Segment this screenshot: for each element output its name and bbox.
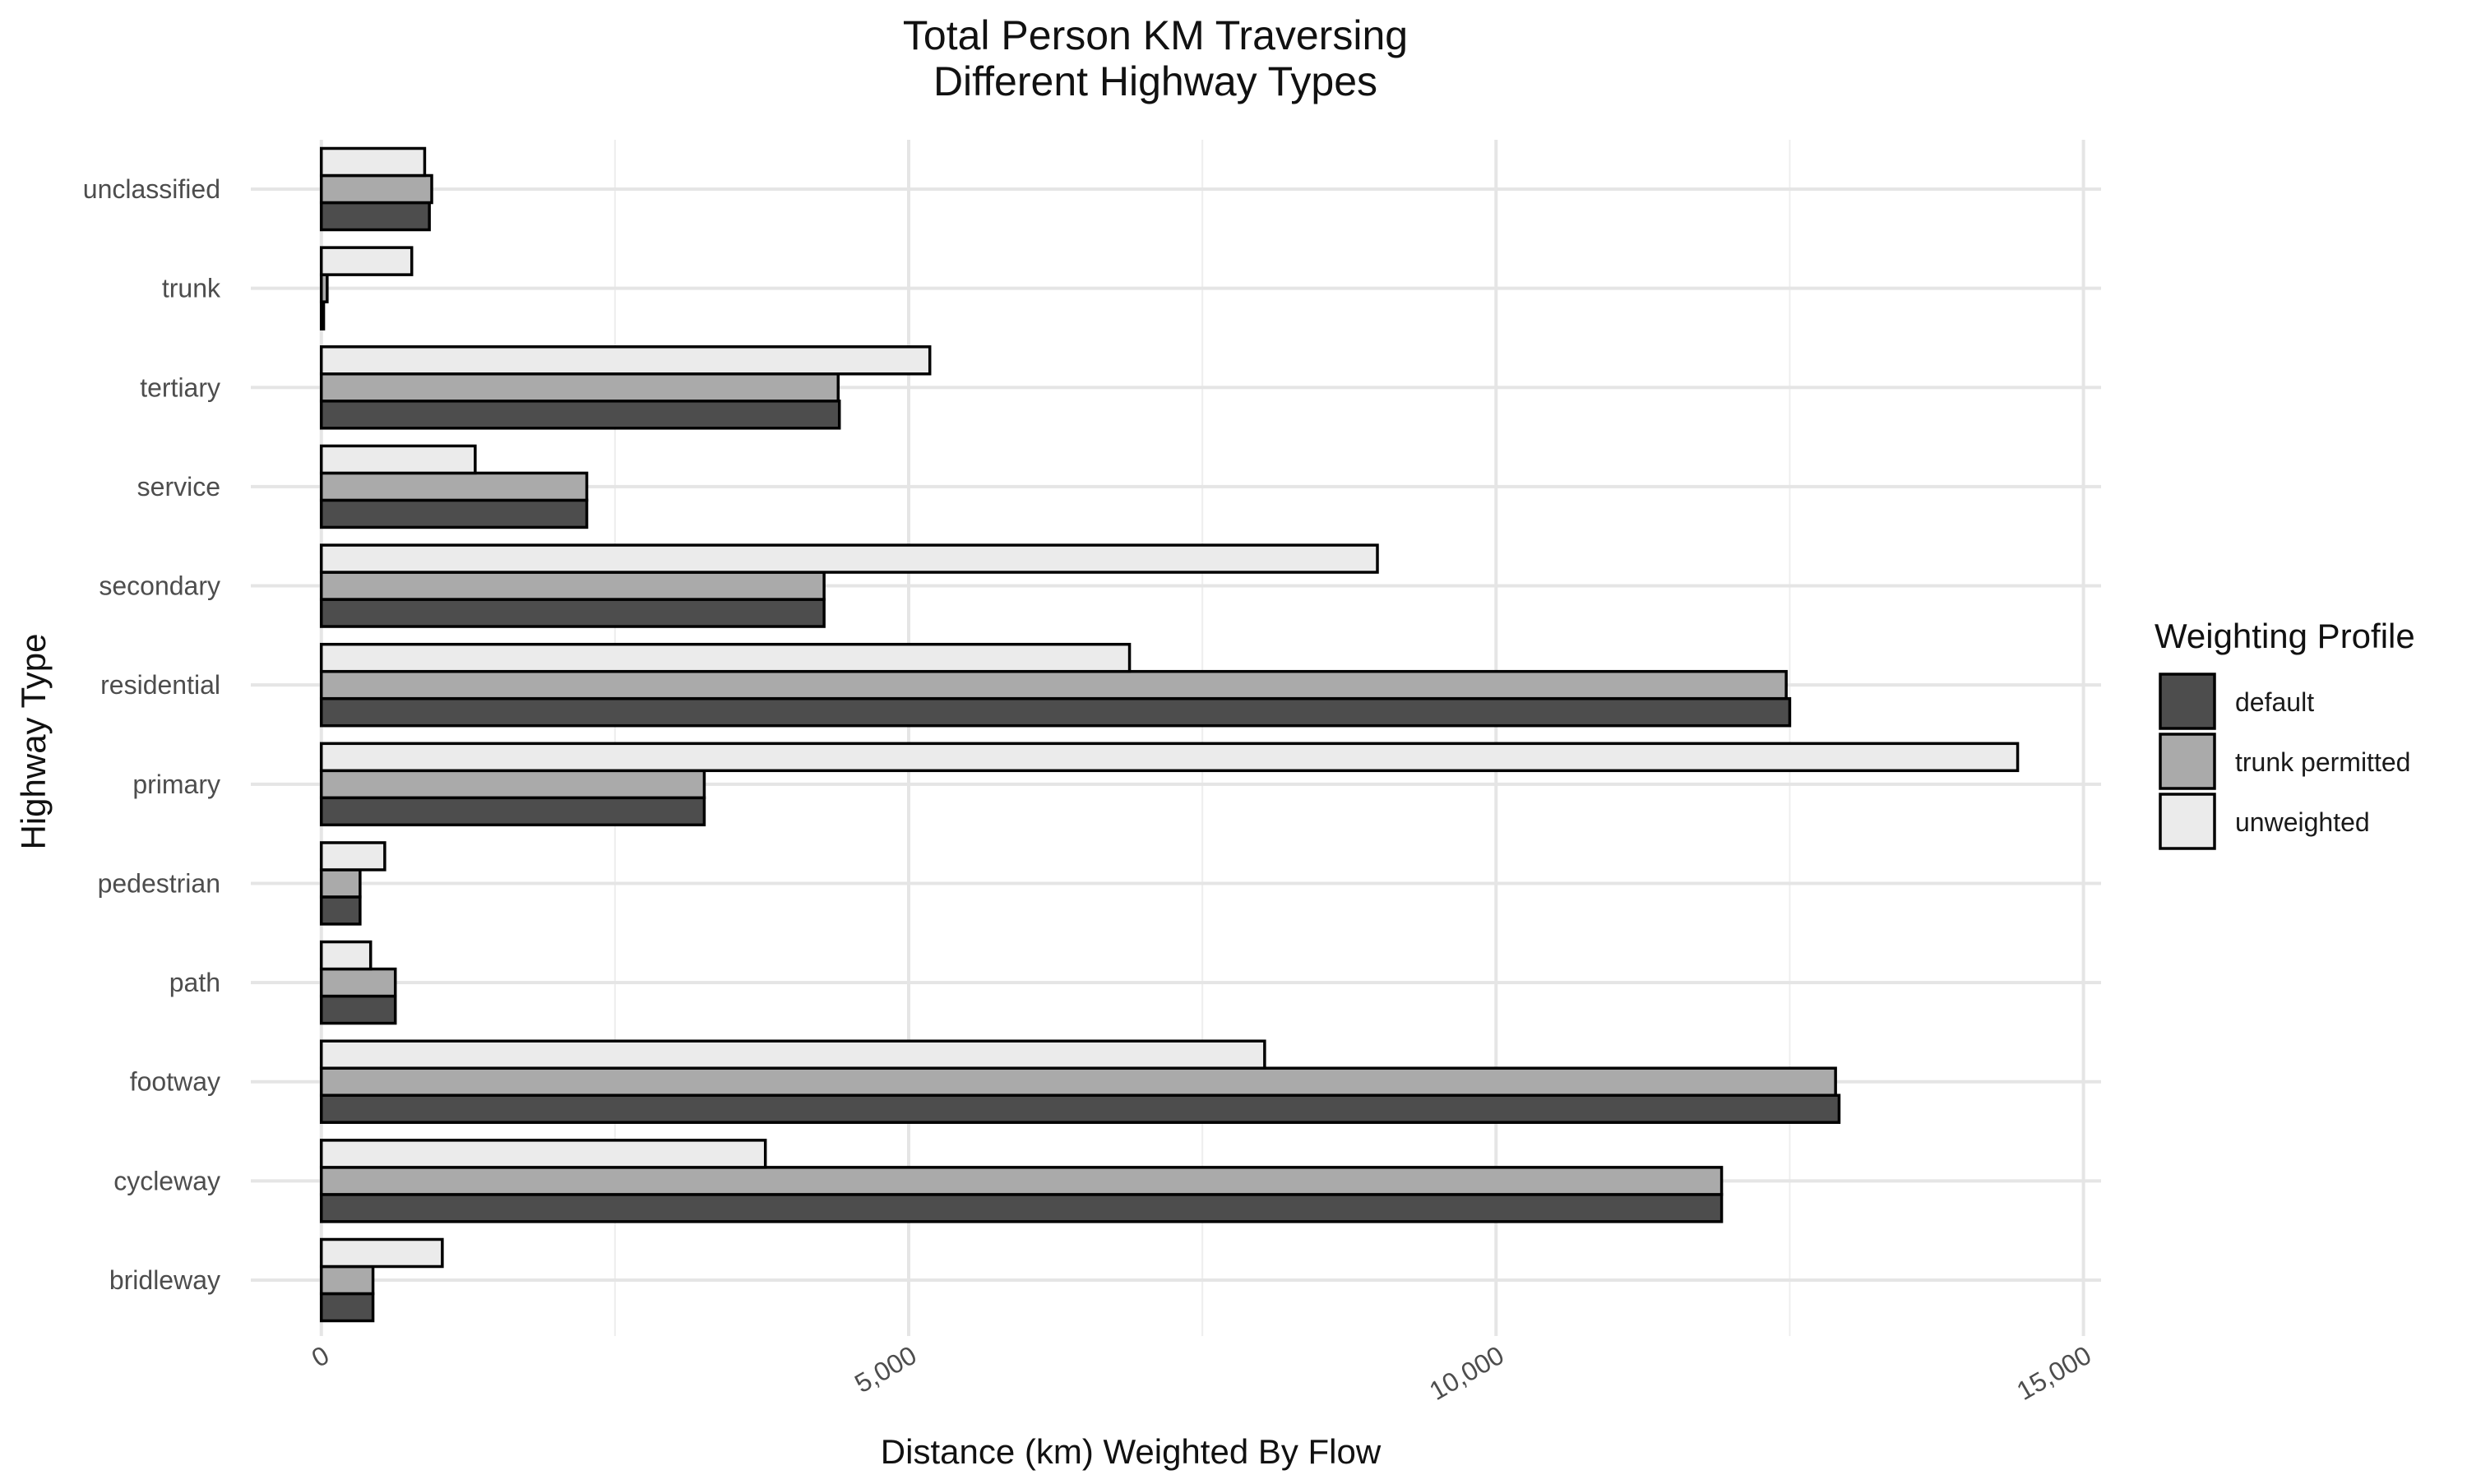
legend-label: unweighted [2235,807,2370,837]
legend-key-trunk-permitted [2159,733,2216,790]
bar-residential-default [319,696,1792,728]
y-tick-label: bridleway [109,1265,220,1295]
chart-title-line: Different Highway Types [933,58,1377,104]
y-tick-label: pedestrian [98,868,220,898]
legend: Weighting Profile default trunk permitted… [2155,617,2415,850]
bar-footway-unweighted [319,1039,1266,1070]
x-tick-label: 0 [307,1340,334,1373]
y-tick-label: service [137,472,220,502]
legend-key-unweighted [2159,793,2216,850]
bars [319,146,2020,1323]
bar-trunk-unweighted [319,246,414,276]
bar-trunk-default [319,300,326,331]
x-axis-title: Distance (km) Weighted By Flow [881,1432,1382,1471]
bar-trunk-trunk-permitted [319,273,329,303]
bar-unclassified-trunk-permitted [319,173,433,205]
bar-residential-trunk-permitted [319,669,1788,700]
bar-secondary-unweighted [319,543,1379,574]
bar-pedestrian-trunk-permitted [319,868,362,899]
bar-bridleway-default [319,1292,375,1323]
bar-cycleway-unweighted [319,1139,767,1169]
y-tick-label: footway [130,1067,220,1097]
bar-service-default [319,498,589,529]
legend-key-default [2159,673,2216,730]
chart-title-line: Total Person KM Traversing [903,12,1408,58]
bar-unclassified-default [319,201,431,232]
bar-path-default [319,994,397,1025]
bar-footway-trunk-permitted [319,1066,1837,1097]
chart-title: Total Person KM Traversing Different High… [903,12,1408,104]
legend-title: Weighting Profile [2155,617,2415,655]
bar-primary-unweighted [319,742,2020,773]
legend-label: trunk permitted [2235,747,2410,777]
bar-path-trunk-permitted [319,967,397,998]
y-tick-label: unclassified [83,174,220,204]
x-tick-label: 15,000 [2011,1340,2096,1406]
bar-bridleway-unweighted [319,1237,444,1269]
x-tick-label: 5,000 [849,1340,921,1398]
bar-pedestrian-default [319,895,362,926]
bar-bridleway-trunk-permitted [319,1264,375,1296]
bar-primary-default [319,796,706,827]
x-tick-label: 10,000 [1424,1340,1509,1406]
legend-label: default [2235,687,2314,717]
bar-tertiary-unweighted [319,345,932,376]
bar-pedestrian-unweighted [319,841,386,871]
bar-primary-trunk-permitted [319,769,706,800]
bar-footway-default [319,1093,1841,1124]
bar-cycleway-trunk-permitted [319,1166,1724,1196]
y-tick-label: path [169,968,220,997]
y-axis-title: Highway Type [14,633,53,849]
bar-cycleway-default [319,1193,1724,1223]
y-tick-label: secondary [99,571,220,601]
bar-service-trunk-permitted [319,471,589,502]
bar-path-unweighted [319,940,373,971]
y-tick-label: tertiary [140,372,220,402]
y-tick-label: primary [132,770,220,799]
tick-labels: bridleway cycleway footway path pedestrian pr… [83,174,2096,1406]
y-tick-label: residential [100,670,220,700]
bar-unclassified-unweighted [319,146,427,178]
bar-residential-unweighted [319,642,1132,673]
bar-tertiary-default [319,400,841,430]
bar-secondary-trunk-permitted [319,571,826,601]
bar-service-unweighted [319,444,477,475]
bar-secondary-default [319,598,826,628]
y-tick-label: cycleway [113,1166,220,1195]
y-tick-label: trunk [162,274,221,303]
bar-tertiary-trunk-permitted [319,372,840,403]
